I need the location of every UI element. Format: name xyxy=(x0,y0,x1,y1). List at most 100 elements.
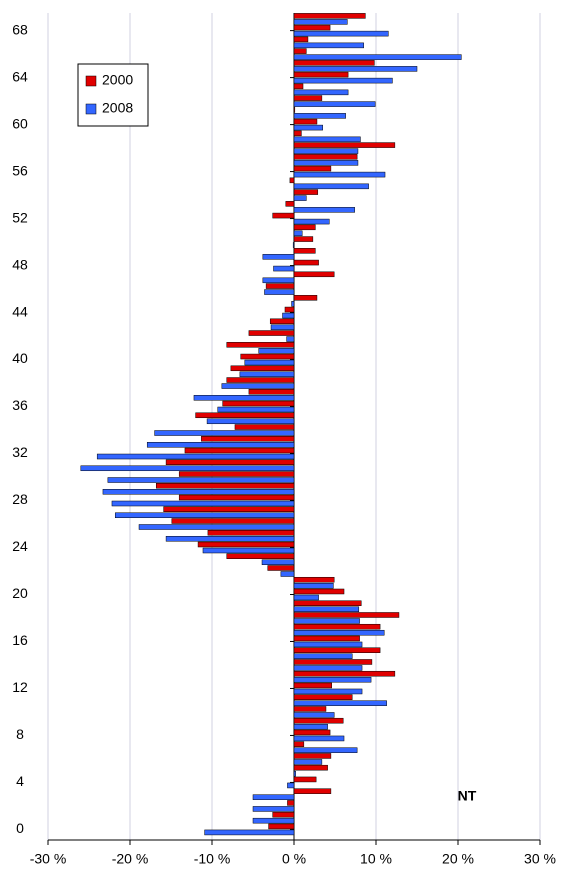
y-tick-label: 4 xyxy=(16,773,24,789)
bar xyxy=(293,747,358,753)
bar xyxy=(178,494,295,501)
bar xyxy=(252,794,295,800)
bar xyxy=(293,670,396,677)
bar xyxy=(293,717,344,724)
bar xyxy=(293,101,376,107)
bar xyxy=(293,142,396,148)
x-tick-label: 10 % xyxy=(360,851,392,867)
y-tick-label: 16 xyxy=(12,632,28,648)
bar xyxy=(293,606,360,612)
bar xyxy=(293,118,318,125)
bar xyxy=(293,676,372,683)
y-tick-label: 48 xyxy=(12,256,28,272)
bar xyxy=(293,36,309,43)
y-tick-label: 28 xyxy=(12,491,28,507)
bar xyxy=(293,612,400,618)
bar xyxy=(248,389,295,395)
bar xyxy=(293,24,331,31)
bar xyxy=(293,688,363,695)
bar xyxy=(293,195,307,201)
bar xyxy=(267,565,295,571)
bar xyxy=(146,442,295,448)
bar xyxy=(293,776,317,783)
bar xyxy=(293,600,362,606)
bar xyxy=(285,201,295,207)
bar xyxy=(262,277,295,284)
bar xyxy=(111,500,295,507)
bar xyxy=(204,829,295,836)
y-tick-label: 52 xyxy=(12,209,28,225)
bar xyxy=(287,782,295,789)
bar xyxy=(291,301,295,307)
x-tick-label: 20 % xyxy=(442,851,474,867)
bar xyxy=(293,576,335,583)
bar xyxy=(102,489,295,495)
bar xyxy=(293,154,358,160)
x-tick-label: -20 % xyxy=(112,851,149,867)
bar xyxy=(293,160,359,166)
bar xyxy=(292,242,295,248)
x-tick-label: -10 % xyxy=(194,851,231,867)
bar xyxy=(293,582,334,589)
bar xyxy=(293,741,305,747)
bar xyxy=(282,312,295,319)
legend-swatch xyxy=(85,75,97,87)
bar xyxy=(163,506,295,513)
bar xyxy=(293,165,332,172)
bar xyxy=(222,400,295,407)
bar xyxy=(293,19,348,25)
bar xyxy=(293,48,307,54)
y-tick-label: 0 xyxy=(16,820,24,836)
bar xyxy=(165,535,295,542)
bar xyxy=(293,706,327,712)
y-tick-label: 68 xyxy=(12,21,28,37)
bar xyxy=(293,207,355,213)
x-tick-label: 30 % xyxy=(524,851,556,867)
bar xyxy=(293,66,418,72)
bar xyxy=(286,336,295,342)
bar xyxy=(265,283,295,289)
bar xyxy=(293,54,462,60)
bar xyxy=(293,753,332,759)
bar xyxy=(293,30,389,37)
bar xyxy=(293,89,349,96)
y-tick-label: 32 xyxy=(12,444,28,460)
bar xyxy=(184,447,295,454)
bar xyxy=(293,218,330,225)
bar xyxy=(293,629,385,636)
bar xyxy=(293,130,302,137)
bar xyxy=(240,353,295,360)
bar xyxy=(293,635,360,642)
bar xyxy=(207,529,295,536)
annotation: NT xyxy=(458,788,477,804)
bar xyxy=(155,483,295,489)
bar xyxy=(248,330,295,336)
bar xyxy=(293,224,316,231)
bar xyxy=(293,236,314,242)
bar xyxy=(202,547,295,554)
bar xyxy=(293,759,323,765)
bar xyxy=(252,817,295,824)
bar xyxy=(293,618,360,624)
y-tick-label: 44 xyxy=(12,303,28,319)
y-tick-label: 8 xyxy=(16,726,24,742)
bar xyxy=(269,318,295,325)
bar xyxy=(293,729,331,736)
legend-swatch xyxy=(85,103,97,115)
bar xyxy=(287,800,295,806)
bar xyxy=(293,107,296,113)
bar xyxy=(293,259,319,266)
bar xyxy=(293,735,345,742)
bar xyxy=(293,113,346,119)
bar xyxy=(293,653,353,659)
y-tick-label: 56 xyxy=(12,162,28,178)
bar xyxy=(197,541,295,548)
bar xyxy=(293,712,335,718)
bar xyxy=(293,60,375,66)
bar xyxy=(293,248,316,254)
bar xyxy=(154,430,295,436)
y-tick-label: 36 xyxy=(12,397,28,413)
y-tick-label: 60 xyxy=(12,115,28,131)
bar xyxy=(273,265,295,272)
